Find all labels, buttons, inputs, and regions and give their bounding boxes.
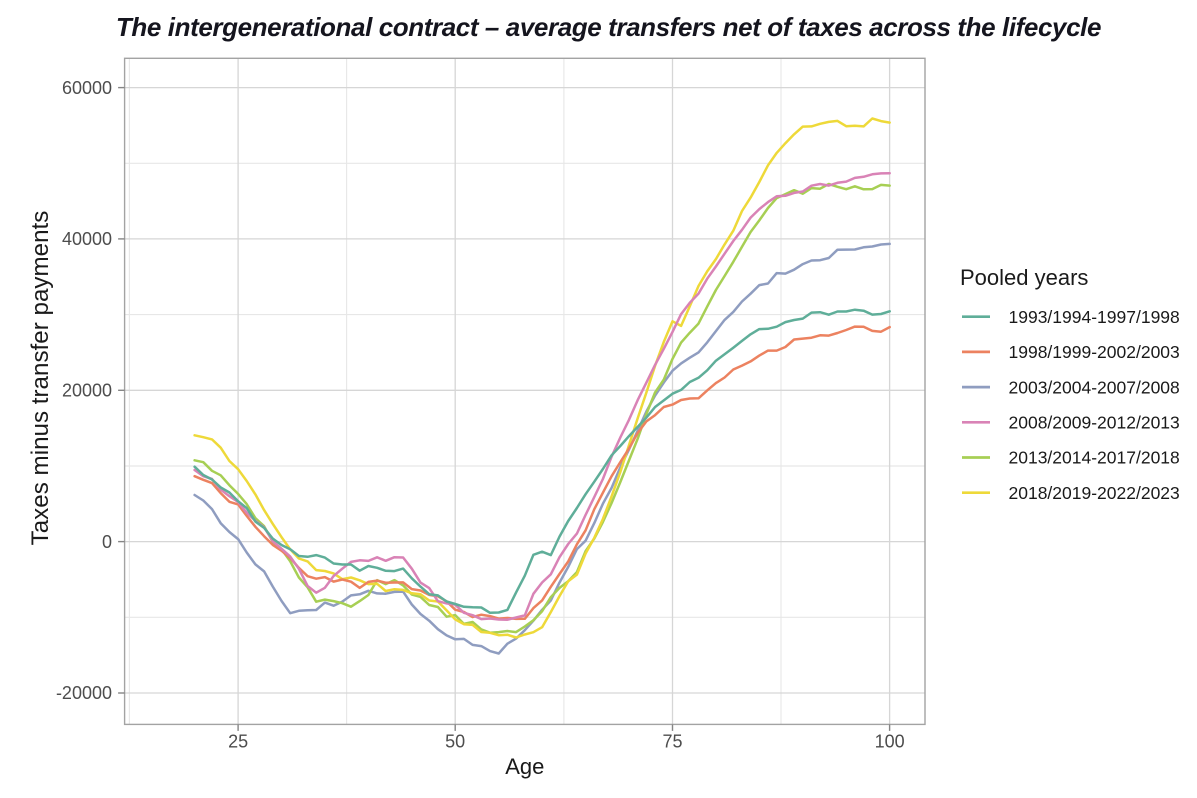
svg-text:2008/2009-2012/2013: 2008/2009-2012/2013 — [1009, 413, 1180, 433]
svg-text:Taxes minus transfer payments: Taxes minus transfer payments — [27, 211, 54, 546]
svg-text:The intergenerational contract: The intergenerational contract – average… — [116, 12, 1101, 42]
svg-text:60000: 60000 — [62, 78, 112, 98]
svg-text:2003/2004-2007/2008: 2003/2004-2007/2008 — [1009, 377, 1180, 397]
svg-text:75: 75 — [662, 732, 682, 752]
svg-text:50: 50 — [445, 732, 465, 752]
svg-text:20000: 20000 — [62, 381, 112, 401]
svg-text:1993/1994-1997/1998: 1993/1994-1997/1998 — [1009, 307, 1180, 327]
svg-text:Pooled years: Pooled years — [960, 265, 1088, 290]
svg-text:100: 100 — [875, 732, 905, 752]
svg-text:-20000: -20000 — [56, 683, 112, 703]
svg-text:0: 0 — [102, 532, 112, 552]
svg-text:2013/2014-2017/2018: 2013/2014-2017/2018 — [1009, 448, 1180, 468]
svg-text:40000: 40000 — [62, 229, 112, 249]
svg-text:2018/2019-2022/2023: 2018/2019-2022/2023 — [1009, 483, 1180, 503]
svg-text:25: 25 — [228, 732, 248, 752]
svg-text:Age: Age — [505, 754, 544, 779]
svg-text:1998/1999-2002/2003: 1998/1999-2002/2003 — [1009, 342, 1180, 362]
